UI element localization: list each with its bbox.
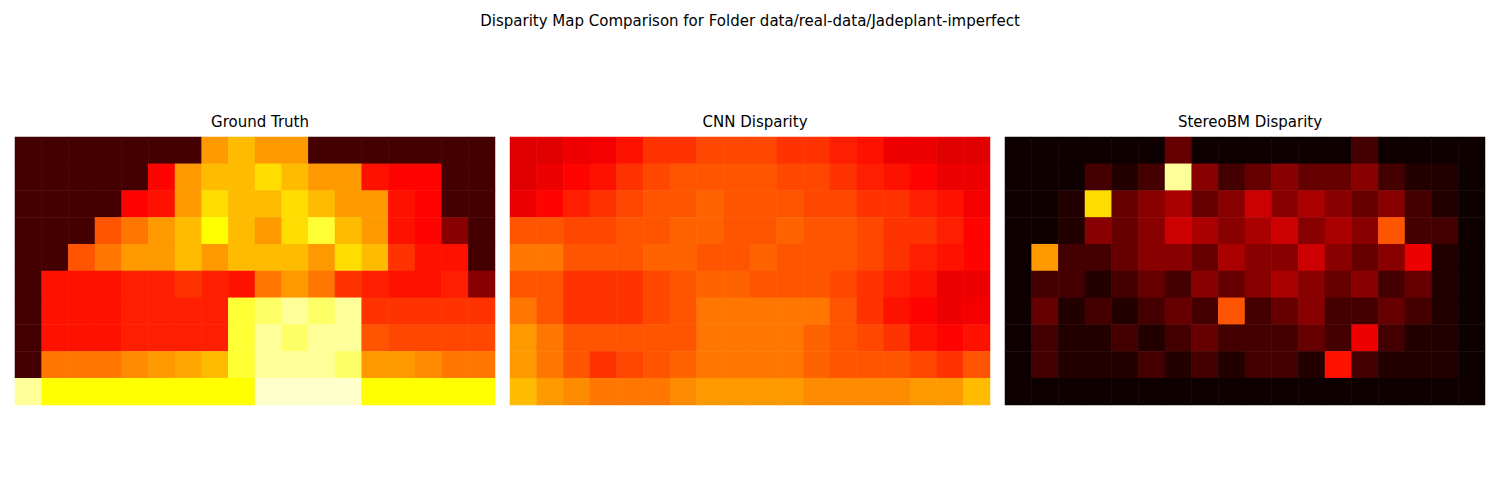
svg-text:Disparity Map Comparison for F: Disparity Map Comparison for Folder data… (480, 12, 1020, 30)
svg-text:StereoBM Disparity: StereoBM Disparity (1178, 113, 1322, 131)
svg-text:Ground Truth: Ground Truth (211, 113, 309, 131)
svg-text:CNN Disparity: CNN Disparity (702, 113, 807, 131)
